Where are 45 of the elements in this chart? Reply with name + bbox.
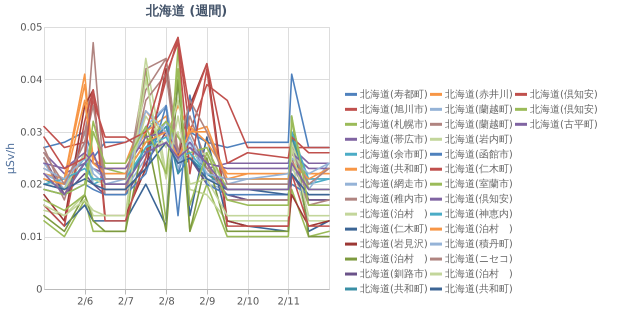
- legend-label: 北海道(倶知安): [530, 88, 598, 100]
- legend-label: 北海道(共和町): [360, 283, 428, 295]
- legend-label: 北海道(仁木町): [445, 163, 513, 176]
- legend-label: 北海道(倶知安): [530, 103, 598, 116]
- x-tick-label: 2/10: [236, 296, 260, 308]
- legend-label: 北海道(余市町): [360, 148, 428, 160]
- x-tick-label: 2/7: [118, 296, 134, 308]
- legend-label: 北海道(岩内町): [445, 133, 513, 146]
- legend-label: 北海道(帯広市): [360, 133, 428, 146]
- legend-label: 北海道(室蘭市): [445, 178, 513, 190]
- legend-label: 北海道(札幌市): [360, 118, 428, 130]
- legend-label: 北海道(赤井川): [445, 88, 513, 100]
- y-tick-label: 0.04: [20, 74, 42, 86]
- chart-title: 北海道 (週間): [144, 4, 228, 19]
- y-tick-label: 0.03: [20, 127, 42, 138]
- legend-label: 北海道(泊村 ): [445, 223, 513, 236]
- legend-label: 北海道(古平町): [530, 118, 598, 130]
- legend-label: 北海道(倶知安): [445, 193, 513, 206]
- legend-label: 北海道(岩見沢): [360, 238, 428, 250]
- legend-label: 北海道(網走市): [360, 178, 428, 190]
- legend-label: 北海道(釧路市): [360, 268, 428, 280]
- legend-label: 北海道(積丹町): [445, 238, 513, 250]
- x-tick-label: 2/11: [278, 296, 300, 308]
- y-tick-label: 0.01: [20, 232, 42, 244]
- legend-label: 北海道(蘭越町): [445, 103, 513, 116]
- legend-label: 北海道(泊村 ): [445, 268, 513, 280]
- legend-label: 北海道(寿都町): [360, 88, 428, 100]
- y-tick-label: 0: [36, 284, 42, 296]
- legend-label: 北海道(共和町): [445, 283, 513, 295]
- legend-label: 北海道(ニセコ): [445, 253, 513, 266]
- x-tick-label: 2/6: [77, 296, 94, 308]
- x-tick-label: 2/8: [158, 296, 175, 308]
- y-tick-label: 0.02: [20, 180, 42, 191]
- y-tick-label: 0.05: [20, 22, 42, 34]
- legend-label: 北海道(共和町): [360, 163, 428, 176]
- legend-label: 北海道(泊村 ): [360, 253, 428, 266]
- x-tick-label: 2/9: [199, 296, 216, 308]
- legend-label: 北海道(仁木町): [360, 223, 428, 236]
- y-axis-title: µSv/h: [4, 142, 18, 174]
- legend-label: 北海道(旭川市): [360, 103, 428, 116]
- legend-label: 北海道(函館市): [445, 148, 513, 160]
- legend-label: 北海道(稚内市): [360, 193, 428, 206]
- legend-label: 北海道(泊村 ): [360, 208, 428, 220]
- legend-label: 北海道(蘭越町): [445, 118, 513, 130]
- legend-label: 北海道(神恵内): [445, 208, 513, 220]
